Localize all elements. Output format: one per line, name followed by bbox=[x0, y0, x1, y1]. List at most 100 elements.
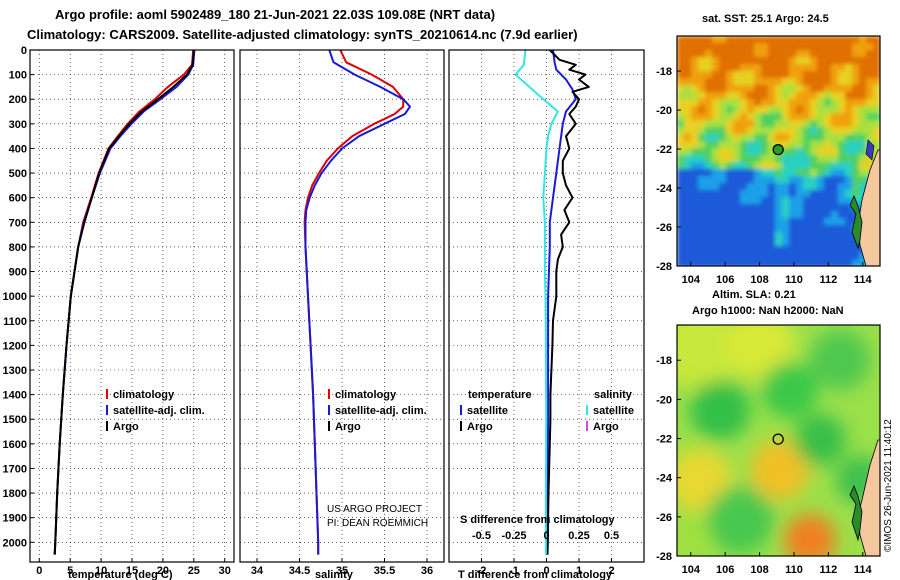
sst-cell bbox=[733, 253, 741, 261]
sst-cell bbox=[845, 64, 853, 72]
sst-cell bbox=[789, 50, 797, 58]
sst-cell bbox=[824, 155, 832, 163]
sst-cell bbox=[768, 225, 776, 233]
sst-cell bbox=[677, 141, 685, 149]
sst-cell bbox=[873, 50, 880, 58]
sst-cell bbox=[789, 36, 797, 44]
sst-cell bbox=[775, 260, 783, 266]
sst-cell bbox=[733, 246, 741, 254]
sst-cell bbox=[789, 232, 797, 240]
sst-cell bbox=[712, 113, 720, 121]
sst-cell bbox=[845, 148, 853, 156]
sst-cell bbox=[677, 36, 685, 44]
sst-cell bbox=[789, 120, 797, 128]
sst-cell bbox=[775, 134, 783, 142]
y-tick-label: 1300 bbox=[3, 365, 27, 377]
sst-cell bbox=[761, 218, 769, 226]
sst-cell bbox=[726, 190, 734, 198]
series-climatology bbox=[53, 50, 195, 555]
sst-cell bbox=[684, 225, 692, 233]
sst-cell bbox=[719, 64, 727, 72]
sst-cell bbox=[747, 99, 755, 107]
sst-cell bbox=[677, 78, 685, 86]
credit-pi: PI: DEAN ROEMMICH bbox=[327, 518, 428, 529]
x-tick-label: 35 bbox=[336, 565, 348, 577]
sst-cell bbox=[768, 57, 776, 65]
sst-cell bbox=[705, 260, 713, 266]
map-y-tick-label: -20 bbox=[656, 394, 672, 406]
sst-cell bbox=[747, 183, 755, 191]
sst-cell bbox=[712, 43, 720, 51]
sst-cell bbox=[747, 43, 755, 51]
sst-cell bbox=[852, 106, 860, 114]
sst-cell bbox=[733, 162, 741, 170]
sst-cell bbox=[796, 183, 804, 191]
sst-cell bbox=[726, 85, 734, 93]
sst-cell bbox=[810, 64, 818, 72]
sst-cell bbox=[817, 197, 825, 205]
sst-map-frame bbox=[676, 35, 881, 267]
sst-coastal-shelf bbox=[849, 194, 863, 250]
sst-cell bbox=[810, 204, 818, 212]
sst-cell bbox=[803, 57, 811, 65]
sst-cell bbox=[677, 64, 685, 72]
sst-cell bbox=[768, 106, 776, 114]
sst-cell bbox=[796, 64, 804, 72]
sst-cell bbox=[803, 162, 811, 170]
sst-cell bbox=[684, 162, 692, 170]
sst-cell bbox=[775, 92, 783, 100]
x-tick-label: 36 bbox=[421, 565, 433, 577]
sst-cell bbox=[775, 85, 783, 93]
sst-cell bbox=[705, 64, 713, 72]
sst-cell bbox=[747, 141, 755, 149]
sst-cell bbox=[838, 57, 846, 65]
sst-cell bbox=[698, 92, 706, 100]
sst-cell bbox=[754, 85, 762, 93]
sst-cell bbox=[775, 246, 783, 254]
legend-argo-label: Argo bbox=[335, 421, 361, 433]
sst-cell bbox=[705, 183, 713, 191]
sst-cell bbox=[761, 120, 769, 128]
sst-cell bbox=[691, 204, 699, 212]
sst-cell bbox=[810, 92, 818, 100]
sst-coastal-bay bbox=[865, 139, 875, 161]
sst-cell bbox=[698, 43, 706, 51]
sst-cell bbox=[845, 50, 853, 58]
sst-cell bbox=[866, 106, 874, 114]
sst-cell bbox=[691, 141, 699, 149]
sst-cell bbox=[733, 169, 741, 177]
sst-cell bbox=[691, 155, 699, 163]
sst-cell bbox=[719, 78, 727, 86]
sst-cell bbox=[733, 50, 741, 58]
sst-cell bbox=[726, 71, 734, 79]
sst-cell bbox=[803, 64, 811, 72]
sst-cell bbox=[845, 92, 853, 100]
map-x-tick-label: 104 bbox=[682, 564, 701, 576]
sst-cell bbox=[810, 232, 818, 240]
sst-cell bbox=[789, 43, 797, 51]
sst-cell bbox=[782, 197, 790, 205]
y-tick-label: 1400 bbox=[3, 390, 27, 402]
sst-cell bbox=[712, 225, 720, 233]
sst-cell bbox=[838, 43, 846, 51]
sst-cell bbox=[712, 57, 720, 65]
sst-cell bbox=[796, 92, 804, 100]
sst-cell bbox=[838, 176, 846, 184]
sst-cell bbox=[796, 50, 804, 58]
sst-cell bbox=[873, 92, 880, 100]
sst-cell bbox=[705, 155, 713, 163]
series-climatology bbox=[303, 50, 405, 555]
sst-cell bbox=[824, 127, 832, 135]
sst-cell bbox=[873, 64, 880, 72]
legend-climatology-label: climatology bbox=[335, 389, 397, 401]
sst-cell bbox=[719, 162, 727, 170]
sst-cell bbox=[684, 113, 692, 121]
sst-cell bbox=[782, 155, 790, 163]
sst-cell bbox=[691, 246, 699, 254]
sst-cell bbox=[754, 106, 762, 114]
sst-cell bbox=[677, 71, 685, 79]
sst-cell bbox=[768, 99, 776, 107]
sst-cell bbox=[740, 148, 748, 156]
sst-cell bbox=[796, 99, 804, 107]
sst-cell bbox=[782, 141, 790, 149]
